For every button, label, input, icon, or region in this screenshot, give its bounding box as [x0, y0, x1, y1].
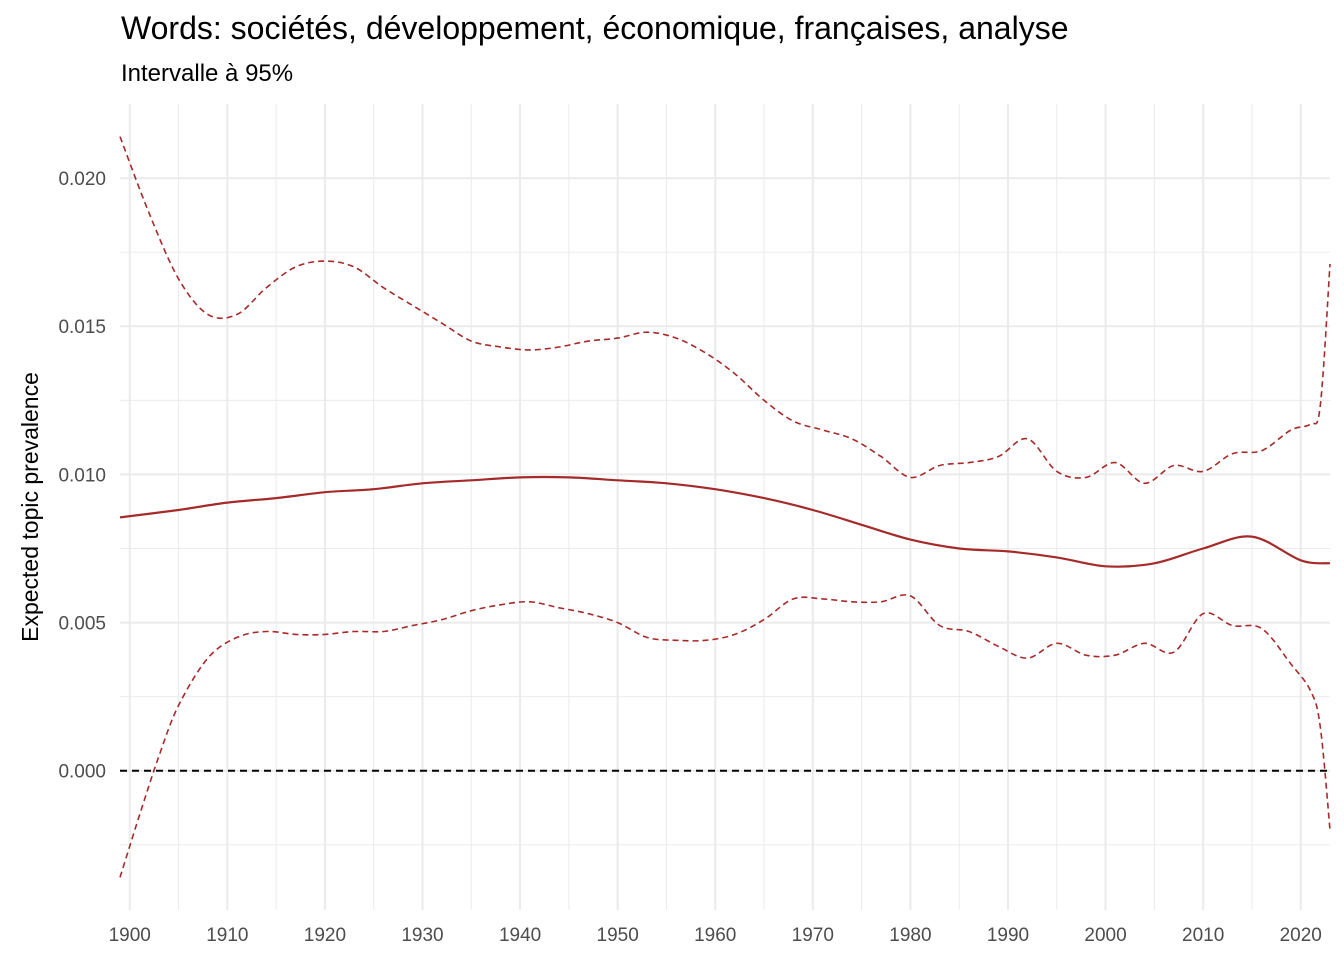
x-tick-label: 1990 [987, 925, 1029, 946]
x-tick-label: 1940 [499, 925, 541, 946]
x-tick-label: 1950 [597, 925, 639, 946]
series-line-estimate [119, 475, 1331, 568]
x-tick-label: 2020 [1280, 925, 1322, 946]
series-lines [119, 136, 1331, 878]
series-line-lower-95 [119, 594, 1331, 878]
x-tick-label: 1920 [304, 925, 346, 946]
chart-subtitle: Intervalle à 95% [121, 60, 294, 87]
x-tick-label: 1970 [792, 925, 834, 946]
x-tick-label: 1900 [109, 925, 151, 946]
x-tick-label: 1960 [694, 925, 736, 946]
y-tick-label: 0.005 [58, 614, 106, 635]
y-tick-label: 0.000 [58, 762, 106, 783]
x-tick-label: 1930 [401, 925, 443, 946]
x-axis-ticks: 1900 1910 1920 1930 1940 1950 1960 1970 1980 1990… [109, 925, 1322, 946]
y-axis-title: Expected topic prevalence [17, 372, 43, 642]
series-line-upper-95 [119, 136, 1331, 485]
x-tick-label: 2010 [1182, 925, 1224, 946]
x-tick-label: 2000 [1084, 925, 1126, 946]
chart-title: Words: sociétés, développement, économiq… [121, 10, 1069, 46]
y-tick-label: 0.015 [58, 317, 106, 338]
grid [120, 104, 1330, 910]
y-tick-label: 0.010 [58, 465, 106, 486]
y-axis-ticks: 0.000 0.005 0.010 0.015 0.020 [58, 169, 106, 783]
x-tick-label: 1980 [889, 925, 931, 946]
x-tick-label: 1910 [206, 925, 248, 946]
y-tick-label: 0.020 [58, 169, 106, 190]
